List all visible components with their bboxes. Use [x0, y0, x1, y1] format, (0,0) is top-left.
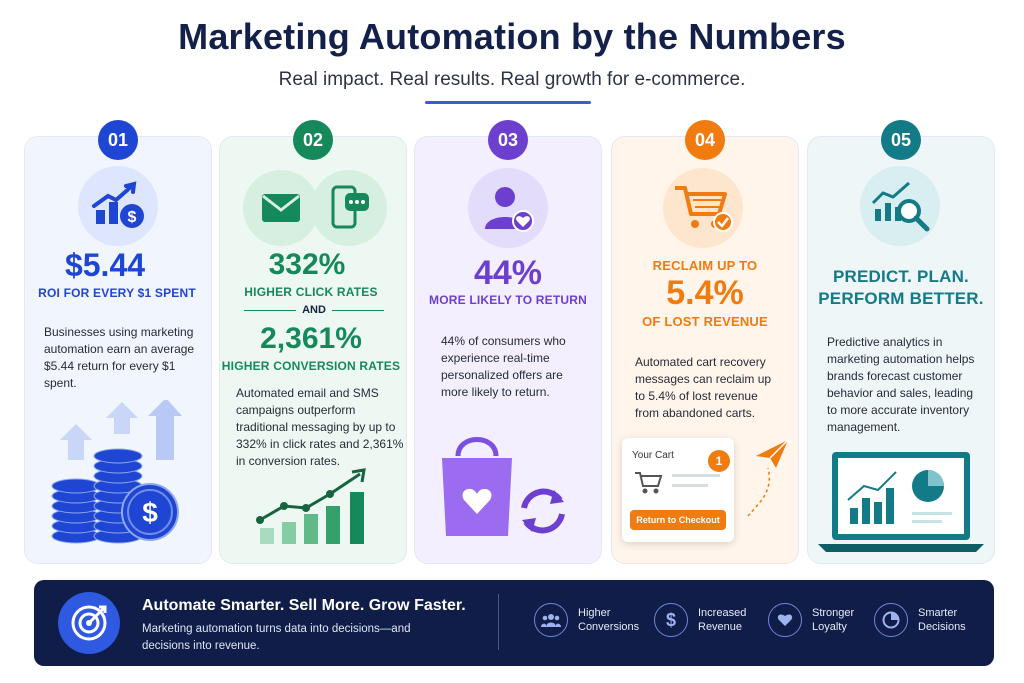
dollar-icon: $ — [654, 603, 688, 637]
connector-divider — [332, 310, 384, 311]
stat-label: OF LOST REVENUE — [642, 314, 768, 329]
stat-label: MORE LIKELY TO RETURN — [429, 293, 587, 307]
card-description: Automated cart recovery messages can recl… — [635, 355, 772, 420]
footer-item-label: Increased Revenue — [698, 607, 747, 633]
target-icon — [58, 592, 120, 654]
pie-icon — [874, 603, 908, 637]
stat-value: 332% — [268, 248, 346, 281]
footer-item-label: Stronger Loyalty — [812, 607, 855, 633]
stat-label: HIGHER CLICK RATES — [244, 285, 378, 299]
people-icon — [534, 603, 568, 637]
email-icon — [243, 170, 319, 246]
card-number-badge: 02 — [293, 120, 333, 160]
cart-widget-title: Your Cart — [632, 450, 674, 461]
card-description: Businesses using marketing automation ear… — [44, 325, 195, 390]
stat-value: 44% — [473, 254, 543, 292]
footer-item-revenue: $ Increased Revenue — [654, 600, 758, 640]
dashboard-laptop-icon — [818, 450, 984, 554]
customer-heart-icon — [468, 168, 548, 248]
stat-headline: PERFORM BETTER. — [818, 289, 984, 308]
footer-item-conversions: Higher Conversions — [534, 600, 640, 640]
stat-value: 5.4% — [666, 274, 744, 312]
card-number-badge: 01 — [98, 120, 138, 160]
card-number-badge: 04 — [685, 120, 725, 160]
return-arrows-icon — [514, 482, 572, 540]
cart-line — [672, 484, 708, 487]
card-description: Predictive analytics in marketing automat… — [827, 335, 975, 434]
cart-check-icon — [663, 168, 743, 248]
card-description: 44% of consumers who experience real-time… — [441, 334, 566, 399]
footer-item-decisions: Smarter Decisions — [874, 600, 978, 640]
stat-prefix: RECLAIM UP TO — [652, 258, 758, 273]
page-subtitle: Real impact. Real results. Real growth f… — [278, 69, 746, 90]
card-number-badge: 05 — [881, 120, 921, 160]
footer-divider — [498, 594, 499, 650]
paper-plane-icon — [738, 438, 794, 518]
stat-value-secondary: 2,361% — [260, 322, 362, 355]
card-number-badge: 03 — [488, 120, 528, 160]
svg-text:$: $ — [142, 497, 158, 528]
footer-item-label: Smarter Decisions — [918, 607, 966, 633]
sms-phone-icon — [311, 170, 387, 246]
cart-badge: 1 — [708, 450, 730, 472]
footer-text: Marketing automation turns data into dec… — [142, 623, 411, 652]
return-to-checkout-button[interactable]: Return to Checkout — [630, 510, 726, 530]
footer-title: Automate Smarter. Sell More. Grow Faster… — [142, 597, 466, 614]
page-title: Marketing Automation by the Numbers — [178, 16, 846, 57]
title-underline — [425, 101, 591, 104]
stat-label-secondary: HIGHER CONVERSION RATES — [221, 359, 401, 373]
stat-value: $5.44 — [64, 247, 146, 283]
connector-divider — [244, 310, 296, 311]
footer-banner: Automate Smarter. Sell More. Grow Faster… — [34, 580, 994, 666]
rising-chart-dollar-icon: $ — [78, 166, 158, 246]
card-description: Automated email and SMS campaigns outperf… — [236, 386, 404, 468]
cart-line — [672, 474, 720, 477]
growth-bar-chart-icon — [254, 464, 376, 548]
connector-text: AND — [302, 304, 326, 316]
cart-icon — [635, 472, 663, 494]
shopping-bag-icon — [436, 428, 518, 538]
stat-headline: PREDICT. PLAN. — [833, 267, 969, 286]
heart-icon — [768, 603, 802, 637]
coin-stack-icon: $ — [48, 398, 188, 548]
analytics-magnifier-icon — [860, 166, 940, 246]
svg-text:$: $ — [128, 209, 137, 226]
cart-widget: Your Cart Return to Checkout — [622, 438, 734, 542]
stat-label: ROI FOR EVERY $1 SPENT — [38, 286, 196, 300]
footer-item-loyalty: Stronger Loyalty — [768, 600, 872, 640]
footer-item-label: Higher Conversions — [578, 607, 640, 633]
